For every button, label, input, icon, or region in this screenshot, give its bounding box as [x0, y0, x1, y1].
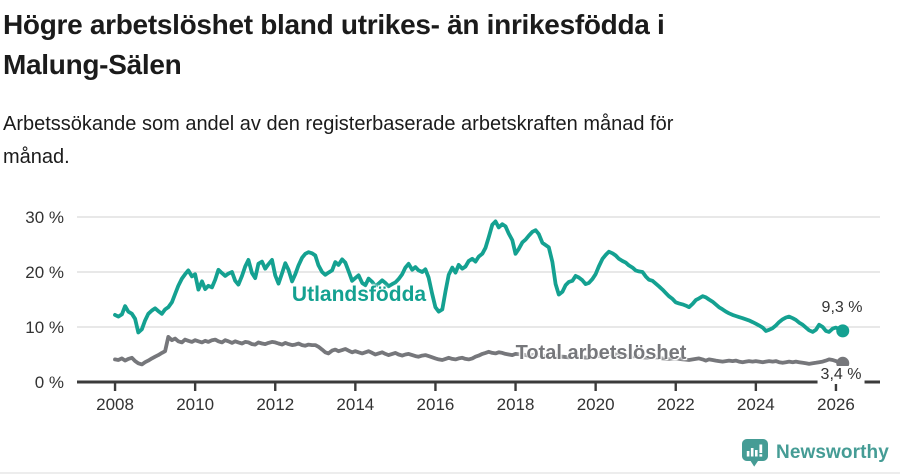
series-line [113, 334, 845, 367]
x-axis [77, 380, 880, 391]
x-tick-label: 2018 [497, 395, 535, 414]
x-tick-label: 2020 [577, 395, 615, 414]
gridlines [77, 216, 880, 328]
end-value-total: 3,4 % [817, 366, 865, 384]
series-lines [113, 219, 845, 367]
end-value-utlandsfodda: 9,3 % [821, 299, 863, 316]
x-tick-label: 2008 [96, 395, 134, 414]
series-end-dot [836, 324, 850, 338]
axis-tick-labels: 0 % 10 % 20 % 30 % 2008 2010 2012 2014 2016 2018 2… [25, 208, 855, 414]
chart-subtitle: Arbetssökande som andel av den registerb… [3, 108, 673, 174]
x-tick-label: 2016 [417, 395, 455, 414]
series-line [113, 219, 845, 335]
x-tick-label: 2012 [256, 395, 294, 414]
chart-title-line1: Högre arbetslöshet bland utrikes- än inr… [3, 9, 665, 40]
y-tick-label: 0 % [35, 373, 64, 392]
bar-chart-speech-bubble-icon [742, 439, 768, 467]
x-tick-label: 2010 [176, 395, 214, 414]
newsworthy-logo[interactable]: Newsworthy [741, 438, 889, 468]
x-tick-label: 2024 [737, 395, 775, 414]
x-tick-label: 2026 [817, 395, 855, 414]
y-tick-label: 30 % [25, 208, 64, 227]
x-tick-label: 2022 [657, 395, 695, 414]
chart-subtitle-line2: månad. [3, 146, 70, 168]
y-tick-label: 10 % [25, 318, 64, 337]
newsworthy-logo-text: Newsworthy [776, 442, 889, 463]
series-label-total-arbetsloshet: Total arbetslöshet [515, 342, 687, 364]
series-end-dots [836, 324, 850, 370]
chart-title: Högre arbetslöshet bland utrikes- än inr… [3, 5, 665, 85]
chart-title-line2: Malung-Sälen [3, 49, 182, 80]
series-label-utlandsfodda: Utlandsfödda [291, 283, 427, 306]
x-tick-label: 2014 [336, 395, 374, 414]
y-tick-label: 20 % [25, 263, 64, 282]
chart-subtitle-line1: Arbetssökande som andel av den registerb… [3, 113, 674, 135]
